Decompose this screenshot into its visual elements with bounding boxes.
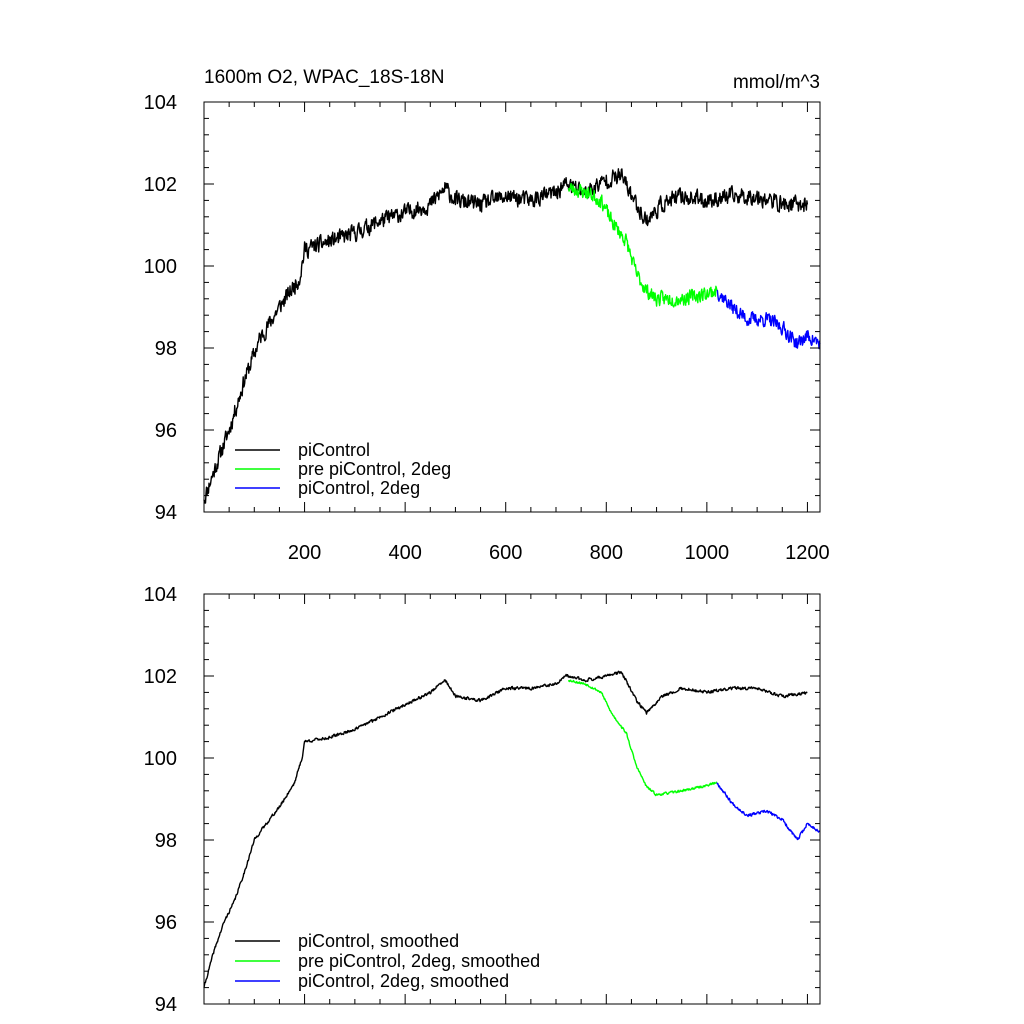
y-tick-label: 102 (144, 174, 177, 196)
y-tick-label: 102 (144, 666, 177, 688)
x-tick-label: 400 (388, 542, 421, 564)
y-tick-label: 100 (144, 748, 177, 770)
x-tick-label: 600 (489, 542, 522, 564)
x-tick-label: 1000 (685, 542, 730, 564)
y-tick-label: 104 (144, 584, 177, 606)
y-tick-label: 94 (155, 994, 177, 1016)
legend-label: piControl, smoothed (298, 931, 459, 951)
legend-label: piControl, 2deg, smoothed (298, 971, 509, 991)
y-tick-label: 100 (144, 256, 177, 278)
series-layer (203, 168, 821, 504)
y-axis-labels: 94 96 98 100 102 104 (144, 92, 177, 524)
plot-frame (203, 101, 821, 513)
series-line-0 (203, 670, 808, 988)
x-axis-labels: 200 400 600 800 1000 1200 (288, 542, 830, 564)
axis-ticks (204, 102, 820, 512)
series-line-2 (716, 289, 821, 350)
series-line-2 (716, 782, 821, 841)
chart-title: 1600m O2, WPAC_18S-18N (204, 67, 444, 88)
series-line-1 (567, 679, 718, 797)
series-layer (203, 670, 821, 988)
y-axis-labels: 94 96 98 100 102 104 (144, 584, 177, 1016)
y-tick-label: 98 (155, 830, 177, 852)
y-tick-label: 96 (155, 420, 177, 442)
legend-label: piControl (298, 440, 370, 460)
x-tick-label: 200 (288, 542, 321, 564)
legend-label: pre piControl, 2deg, smoothed (298, 951, 540, 971)
legend-label: pre piControl, 2deg (298, 459, 451, 479)
x-tick-label: 800 (590, 542, 623, 564)
axis-ticks (204, 594, 820, 1004)
series-line-1 (567, 182, 718, 308)
y-tick-label: 104 (144, 92, 177, 114)
units-label: mmol/m^3 (733, 72, 820, 93)
y-tick-label: 96 (155, 912, 177, 934)
x-tick-label: 1200 (785, 542, 830, 564)
legend-label: piControl, 2deg (298, 478, 420, 498)
top-panel: 1600m O2, WPAC_18S-18N mmol/m^3 94 96 98 10… (144, 67, 830, 564)
plot-frame (203, 593, 821, 1005)
y-tick-label: 98 (155, 338, 177, 360)
y-tick-label: 94 (155, 502, 177, 524)
series-line-0 (203, 168, 809, 504)
